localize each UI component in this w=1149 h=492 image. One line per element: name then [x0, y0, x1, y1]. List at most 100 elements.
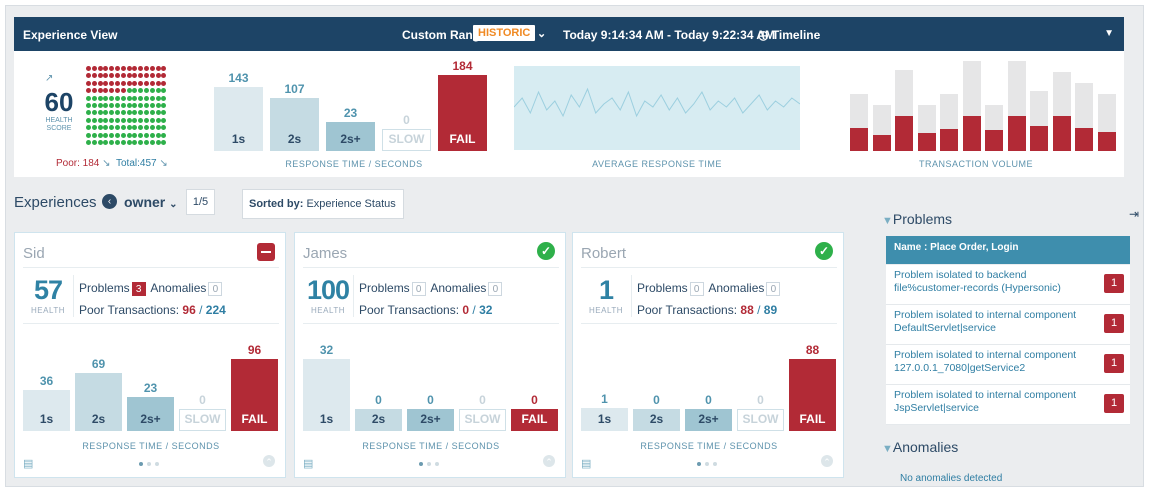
- health-value: 57: [33, 275, 63, 305]
- health-dot: [144, 88, 149, 94]
- pager-dots[interactable]: [697, 462, 727, 468]
- problems-heading[interactable]: ▼Problems: [882, 211, 953, 227]
- bucket-value: 96: [247, 343, 262, 357]
- volume-failed-bar[interactable]: [940, 128, 958, 151]
- volume-failed-bar[interactable]: [850, 128, 868, 151]
- problem-text[interactable]: Problem isolated to internal component D…: [894, 309, 1077, 334]
- experience-card-james[interactable]: James ✓ 100 HEALTH Problems 0 Anomalies 0 Poor …: [294, 232, 566, 478]
- pager-dot[interactable]: [427, 462, 431, 466]
- problems-count[interactable]: 0: [689, 281, 704, 296]
- scroll-up-icon[interactable]: ⌃: [821, 455, 833, 467]
- bucket-bar-1s[interactable]: [581, 408, 628, 431]
- pager-dots[interactable]: [419, 462, 449, 468]
- scroll-up-icon[interactable]: ⌃: [263, 455, 275, 467]
- pager-dot[interactable]: [713, 462, 717, 466]
- bucket-bar-1s[interactable]: [214, 87, 263, 151]
- problem-row[interactable]: Problem isolated to internal component 1…: [886, 345, 1130, 385]
- bucket-bar-2s[interactable]: [270, 97, 319, 151]
- problem-row[interactable]: Problem isolated to backend file%custome…: [886, 265, 1130, 305]
- health-dot: [149, 103, 155, 108]
- anomalies-heading[interactable]: ▼Anomalies: [882, 439, 959, 455]
- chevron-down-icon[interactable]: ⌄: [537, 28, 547, 40]
- clock-icon: ◷: [758, 28, 772, 42]
- bucket-bar-2s[interactable]: [75, 373, 122, 431]
- fail-status-icon: [257, 243, 275, 261]
- bucket-bar-2s[interactable]: [633, 409, 680, 431]
- anomalies-label: Anomalies: [427, 281, 487, 295]
- document-icon[interactable]: ▤: [303, 458, 314, 470]
- problem-row[interactable]: Problem isolated to internal component D…: [886, 305, 1130, 345]
- bucket-bar-2s[interactable]: [355, 409, 402, 431]
- problem-row[interactable]: Problem isolated to internal component J…: [886, 385, 1130, 425]
- health-dot: [109, 110, 115, 116]
- scroll-up-icon[interactable]: ⌃: [543, 455, 555, 467]
- bucket-bar-fail[interactable]: [511, 409, 558, 431]
- pager-dots[interactable]: [139, 462, 169, 468]
- problems-count[interactable]: 3: [131, 281, 146, 296]
- average-response-time-chart: [514, 66, 800, 150]
- pager-dot[interactable]: [697, 462, 701, 466]
- bucket-bar-slow[interactable]: [179, 409, 226, 431]
- historic-badge[interactable]: HISTORIC: [473, 25, 536, 41]
- pager-dot[interactable]: [435, 462, 439, 466]
- bucket-bar-2splus[interactable]: [127, 397, 174, 431]
- health-dot: [86, 117, 91, 123]
- bucket-label: 1s: [319, 412, 334, 426]
- problem-text[interactable]: Problem isolated to internal component J…: [894, 389, 1077, 414]
- experience-card-robert[interactable]: Robert ✓ 1 HEALTH Problems 0 Anomalies 0 Poor T…: [572, 232, 844, 478]
- anomalies-count[interactable]: 0: [766, 281, 781, 296]
- health-dot: [138, 103, 144, 108]
- bucket-bar-2splus[interactable]: [326, 122, 375, 151]
- health-dot: [149, 73, 155, 79]
- volume-failed-bar[interactable]: [872, 135, 891, 151]
- page-indicator[interactable]: 1/5: [186, 189, 215, 215]
- pager-dot[interactable]: [419, 462, 423, 466]
- bucket-bar-fail[interactable]: [789, 359, 836, 431]
- volume-failed-bar[interactable]: [1097, 131, 1116, 151]
- health-dot: [149, 95, 155, 101]
- divider: [23, 323, 279, 324]
- volume-failed-bar[interactable]: [962, 116, 981, 151]
- anomalies-count[interactable]: 0: [208, 281, 223, 296]
- health-dot: [91, 88, 97, 94]
- volume-failed-bar[interactable]: [917, 132, 936, 151]
- problem-text[interactable]: Problem isolated to internal component 1…: [894, 349, 1077, 374]
- document-icon[interactable]: ▤: [23, 458, 34, 470]
- health-dot: [126, 95, 132, 101]
- back-icon[interactable]: ‹: [102, 194, 117, 209]
- document-icon[interactable]: ▤: [581, 458, 592, 470]
- sort-dropdown[interactable]: Sorted by: Experience Status ⌄: [242, 189, 404, 237]
- volume-failed-bar[interactable]: [985, 129, 1003, 151]
- volume-failed-bar[interactable]: [1075, 128, 1093, 151]
- timeline-toggle[interactable]: ◷ Timeline: [758, 28, 820, 42]
- experience-card-sid[interactable]: Sid 57 HEALTH Problems 3 Anomalies 0 Poor Tran…: [14, 232, 286, 478]
- avg-area-fill: [514, 66, 800, 150]
- anomalies-count[interactable]: 0: [488, 281, 503, 296]
- problem-text[interactable]: Problem isolated to backend file%custome…: [894, 269, 1061, 294]
- bucket-bar-slow[interactable]: [459, 409, 506, 431]
- bucket-bar-fail[interactable]: [231, 359, 278, 431]
- volume-failed-bar[interactable]: [1052, 116, 1071, 151]
- problems-count[interactable]: 0: [411, 281, 426, 296]
- collapse-caret-icon[interactable]: ▼: [1104, 28, 1114, 39]
- owner-dropdown[interactable]: owner ⌄: [124, 194, 178, 210]
- volume-failed-bar[interactable]: [1007, 116, 1026, 151]
- bucket-bar-2splus[interactable]: [407, 409, 454, 431]
- volume-failed-bar[interactable]: [895, 116, 913, 151]
- pager-dot[interactable]: [147, 462, 151, 466]
- volume-failed-bar[interactable]: [1030, 126, 1048, 151]
- bucket-bar-slow[interactable]: [737, 409, 784, 431]
- pager-dot[interactable]: [155, 462, 159, 466]
- bucket-bar-slow[interactable]: [382, 129, 431, 151]
- bucket-bar-2splus[interactable]: [685, 409, 732, 431]
- health-dot: [91, 132, 97, 138]
- bucket-bar-fail[interactable]: [438, 75, 487, 151]
- bucket-value: 0: [199, 393, 206, 407]
- bucket-bar-1s[interactable]: [303, 359, 350, 431]
- card-response-chart: 1s 36 2s 69 2s+ 23 SLOW 0 FAIL 96: [23, 233, 283, 433]
- pager-dot[interactable]: [705, 462, 709, 466]
- health-label: HEALTH: [311, 306, 345, 315]
- bucket-bar-1s[interactable]: [23, 390, 70, 431]
- export-icon[interactable]: ⇥: [1129, 207, 1140, 221]
- pager-dot[interactable]: [139, 462, 143, 466]
